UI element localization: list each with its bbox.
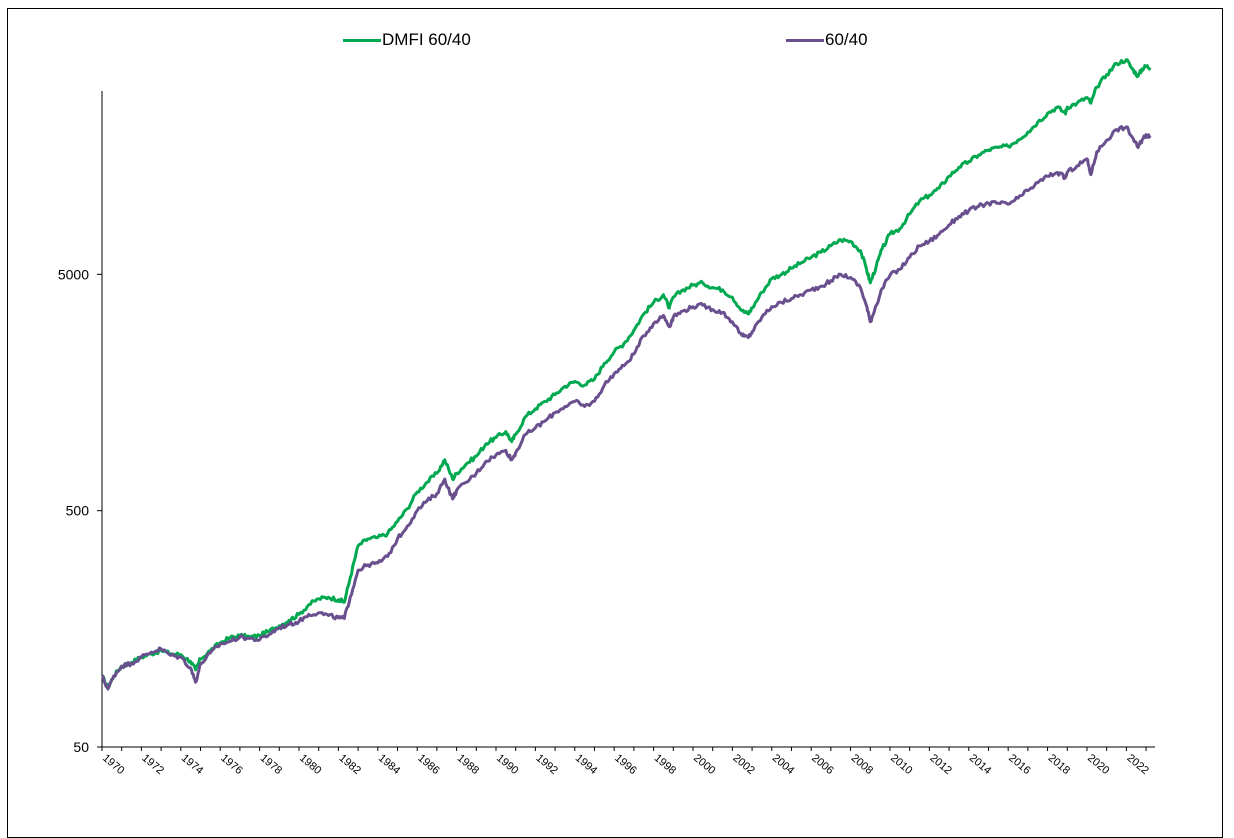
legend-label-dmfi: DMFI 60/40 — [382, 30, 471, 49]
x-tick-label: 1976 — [218, 752, 244, 777]
x-tick-label: 2016 — [1006, 752, 1032, 777]
y-tick-label: 500 — [66, 503, 90, 519]
x-tick-label: 1996 — [612, 752, 638, 777]
series-line-6040 — [101, 125, 1152, 691]
x-tick-label: 2014 — [967, 752, 993, 777]
series-line-dmfi-6040 — [101, 58, 1152, 690]
x-tick-label: 1986 — [415, 752, 441, 777]
x-tick-label: 2018 — [1046, 752, 1072, 777]
x-tick-label: 1974 — [179, 752, 205, 777]
legend-item-dmfi: DMFI 60/40 — [343, 28, 471, 52]
legend-label-6040: 60/40 — [825, 30, 868, 49]
y-tick-label: 5000 — [58, 266, 89, 282]
x-tick-label: 2000 — [691, 752, 717, 777]
x-tick-label: 1994 — [573, 752, 599, 777]
x-tick-label: 2010 — [888, 752, 914, 777]
x-tick-label: 1972 — [139, 752, 165, 777]
legend-item-6040: 60/40 — [786, 28, 868, 52]
x-tick-label: 2020 — [1085, 752, 1111, 777]
y-tick-label: 50 — [73, 739, 89, 755]
x-tick-label: 2006 — [809, 752, 835, 777]
x-tick-label: 1990 — [494, 752, 520, 777]
x-tick-label: 1998 — [652, 752, 678, 777]
x-tick-label: 1992 — [533, 752, 559, 777]
legend-swatch-6040 — [786, 38, 824, 42]
x-tick-label: 1988 — [455, 752, 481, 777]
x-tick-label: 1970 — [100, 752, 126, 777]
x-tick-label: 2022 — [1124, 752, 1150, 777]
x-tick-label: 2008 — [849, 752, 875, 777]
x-tick-label: 1982 — [336, 752, 362, 777]
x-tick-label: 1978 — [258, 752, 284, 777]
x-tick-label: 2002 — [730, 752, 756, 777]
x-tick-label: 2004 — [770, 752, 796, 777]
chart-frame — [7, 8, 1223, 838]
x-tick-label: 2012 — [927, 752, 953, 777]
x-tick-label: 1984 — [376, 752, 402, 777]
legend-swatch-dmfi — [343, 38, 381, 42]
x-tick-label: 1980 — [297, 752, 323, 777]
